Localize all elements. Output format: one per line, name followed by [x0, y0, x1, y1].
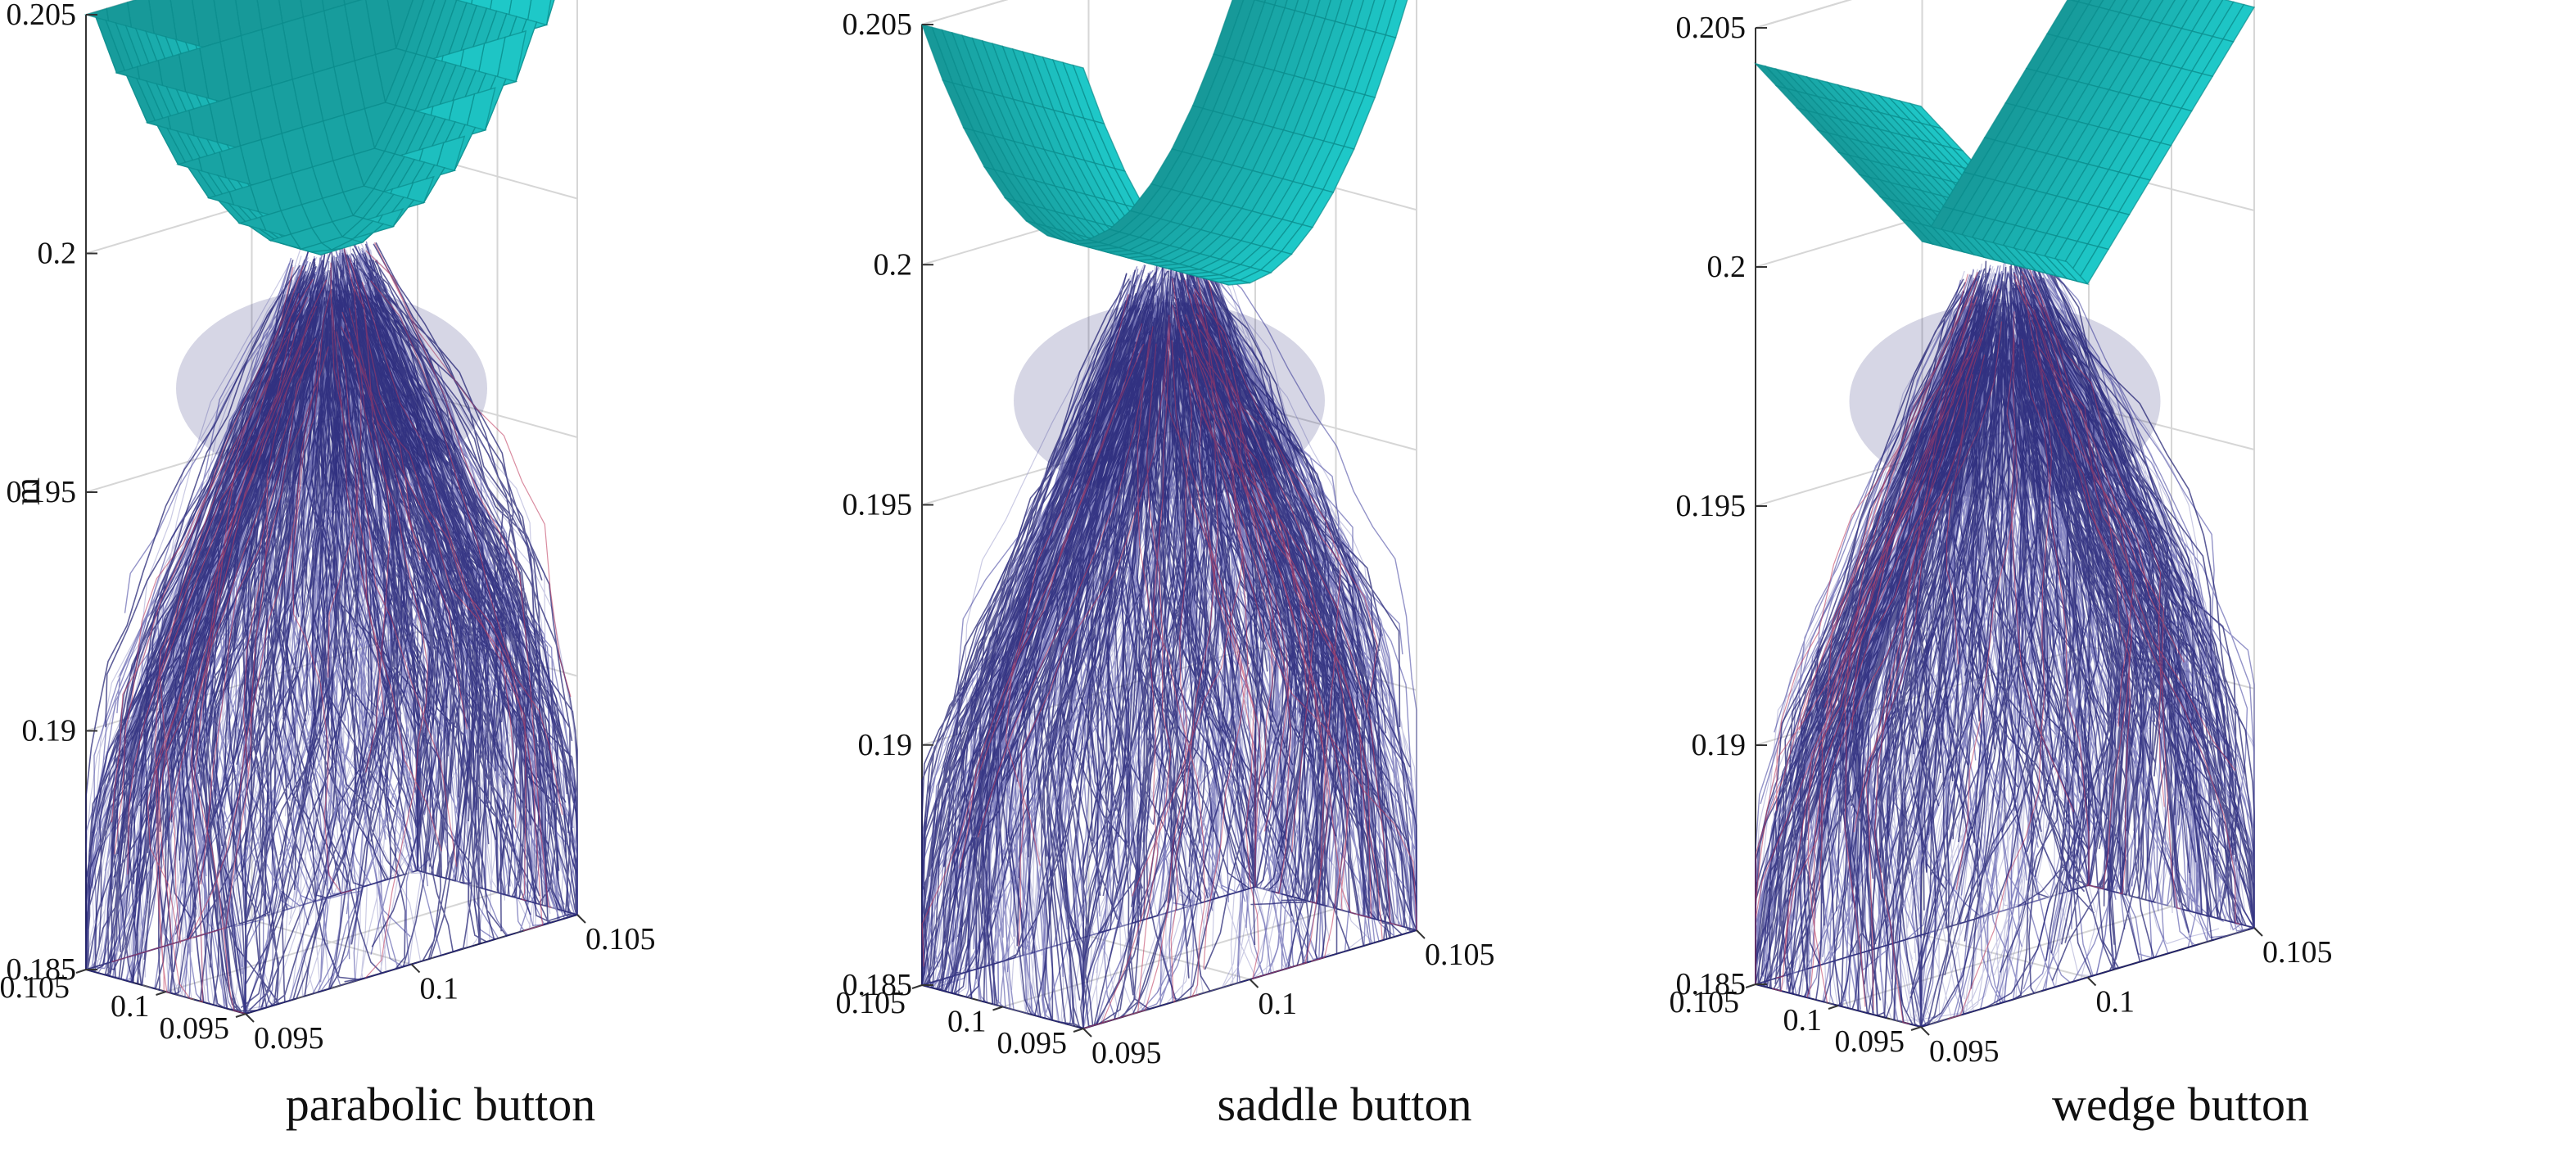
fiber-core: [1014, 302, 1325, 500]
x-tick-mark: [2253, 927, 2263, 937]
z-axis-label: m: [7, 477, 47, 505]
fiber-core: [1849, 303, 2161, 500]
tick-labels: 0.185 0.19 0.195 0.2 0.205 0.105 0.1 0.095 0.095…: [836, 7, 1495, 1070]
z-tick-label: 0.195: [7, 475, 77, 509]
y-tick-label: 0.1: [1783, 1003, 1823, 1038]
x-tick-label: 0.095: [1929, 1034, 2000, 1069]
y-tick-label: 0.095: [997, 1026, 1068, 1060]
x-tick-label: 0.1: [420, 972, 459, 1006]
z-tick-label: 0.205: [1676, 11, 1747, 45]
y-tick-label: 0.105: [0, 970, 70, 1005]
tick-labels: 0.185 0.19 0.195 0.2 0.205 0.105 0.1 0.095 0.095…: [1670, 11, 2333, 1069]
button-surface: [84, 0, 555, 255]
x-tick-label: 0.105: [2262, 935, 2333, 970]
floor-gridline: [1002, 907, 1336, 1008]
button-surface: [920, 0, 1408, 286]
y-tick-mark: [1910, 1026, 1922, 1031]
fiber-network: [84, 240, 578, 1015]
panel-parabolic: 0.185 0.19 0.195 0.2 0.205 0.105 0.1 0.095 0.095…: [0, 0, 656, 1056]
button-surface: [1753, 0, 2256, 285]
x-tick-label: 0.1: [1259, 987, 1298, 1021]
panel-wedge: 0.185 0.19 0.195 0.2 0.205 0.105 0.1 0.095 0.095…: [1670, 0, 2333, 1069]
x-tick-mark: [410, 963, 421, 974]
x-tick-mark: [1082, 1028, 1092, 1038]
z-tick-label: 0.2: [1707, 250, 1747, 284]
z-tick-label: 0.19: [22, 714, 77, 748]
caption-parabolic: parabolic button: [286, 1078, 596, 1131]
z-tick-label: 0.2: [38, 237, 77, 271]
z-tick-label: 0.185: [1676, 967, 1747, 1001]
y-tick-mark: [235, 1013, 246, 1018]
button-facet: [310, 247, 342, 255]
fiber-network: [921, 249, 1417, 1029]
y-tick-mark: [911, 984, 923, 989]
y-tick-label: 0.1: [947, 1005, 987, 1039]
fiber-network: [1755, 254, 2255, 1029]
x-tick-label: 0.095: [1091, 1036, 1162, 1070]
floor-gridline: [1837, 906, 2172, 1006]
fiber-strands-red: [921, 249, 1417, 1029]
z-tick-label: 0.205: [7, 0, 77, 32]
y-tick-label: 0.095: [160, 1011, 230, 1046]
z-tick-label: 0.195: [843, 488, 913, 522]
tick-labels: 0.185 0.19 0.195 0.2 0.205 0.105 0.1 0.095 0.095…: [0, 0, 656, 1056]
button-facet: [2054, 258, 2090, 285]
y-tick-label: 0.105: [836, 986, 906, 1020]
caption-wedge: wedge button: [2052, 1078, 2309, 1131]
y-tick-mark: [992, 1006, 1003, 1011]
x-tick-mark: [1249, 979, 1259, 988]
x-tick-label: 0.105: [585, 922, 656, 956]
y-tick-mark: [1073, 1028, 1084, 1033]
caption-saddle: saddle button: [1218, 1078, 1472, 1131]
fiber-strands-red: [1755, 255, 2240, 1024]
panel-saddle: 0.185 0.19 0.195 0.2 0.205 0.105 0.1 0.095 0.095…: [836, 0, 1495, 1070]
y-tick-mark: [1745, 983, 1756, 988]
fiber-core: [176, 290, 487, 487]
x-tick-label: 0.105: [1425, 938, 1495, 972]
x-tick-label: 0.095: [254, 1021, 324, 1056]
y-tick-label: 0.105: [1670, 985, 1740, 1020]
x-tick-mark: [2086, 976, 2097, 987]
z-tick-label: 0.19: [858, 728, 913, 762]
y-tick-mark: [156, 991, 166, 996]
y-tick-mark: [1828, 1005, 1839, 1010]
z-tick-label: 0.19: [1692, 728, 1747, 762]
y-tick-label: 0.095: [1835, 1024, 1905, 1059]
x-tick-mark: [245, 1013, 255, 1023]
z-tick-label: 0.205: [843, 7, 913, 42]
y-tick-label: 0.1: [111, 989, 150, 1024]
z-tick-label: 0.2: [874, 247, 913, 282]
y-tick-mark: [75, 969, 87, 974]
x-tick-mark: [576, 914, 586, 924]
fiber-strands-red: [111, 242, 572, 1015]
x-tick-label: 0.1: [2096, 985, 2135, 1020]
x-tick-mark: [1920, 1026, 1930, 1036]
z-tick-label: 0.185: [843, 968, 913, 1002]
z-tick-label: 0.195: [1676, 489, 1747, 523]
z-tick-label: 0.185: [7, 952, 77, 987]
button-facet: [1218, 279, 1250, 286]
x-tick-mark: [1416, 929, 1426, 939]
